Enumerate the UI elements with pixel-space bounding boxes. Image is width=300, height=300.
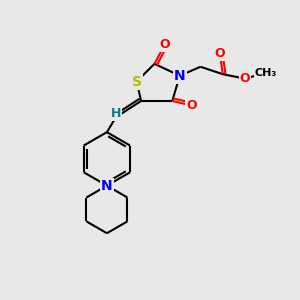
Text: N: N [174,69,185,83]
Text: O: O [214,47,225,60]
Text: N: N [101,179,113,193]
Text: S: S [132,75,142,88]
Text: O: O [160,38,170,51]
Text: CH₃: CH₃ [255,68,277,78]
Text: O: O [240,72,250,85]
Text: H: H [111,107,121,120]
Text: O: O [186,99,197,112]
